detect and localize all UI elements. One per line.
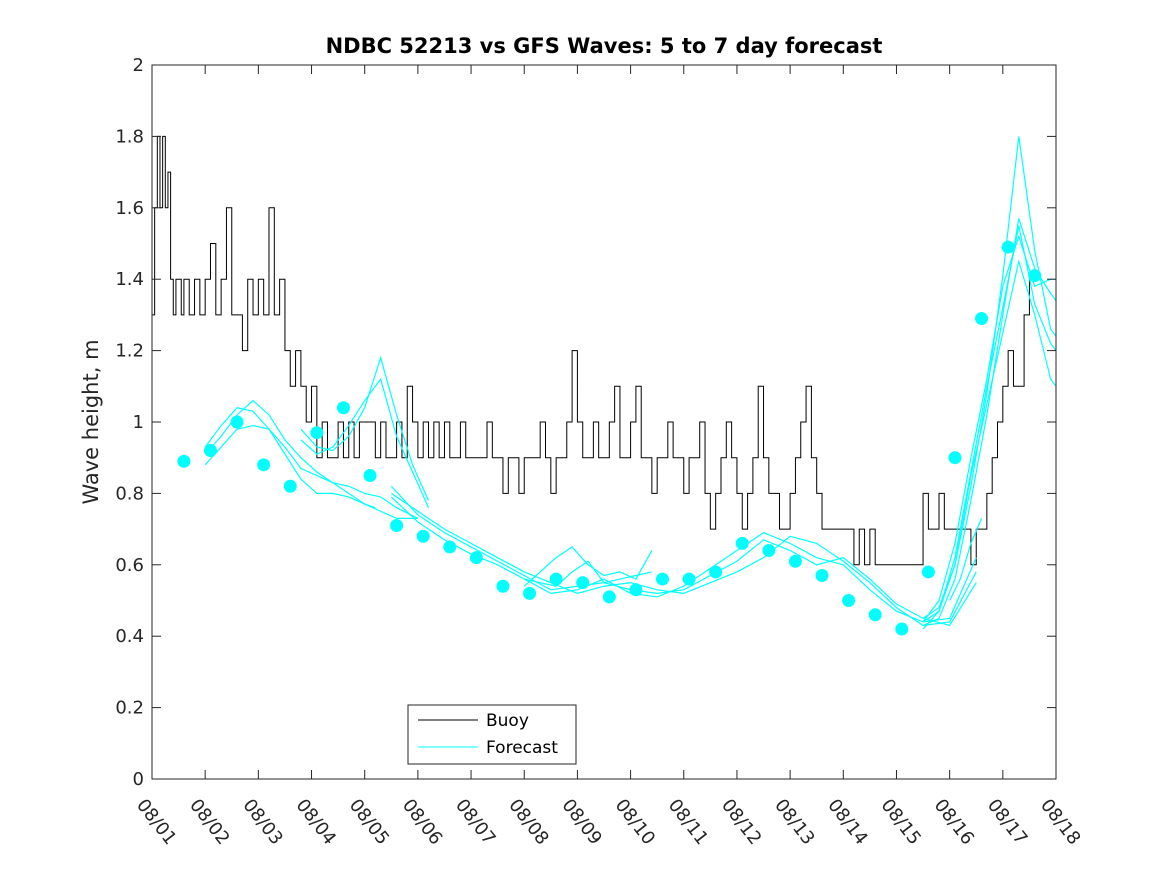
legend-box	[407, 704, 577, 765]
y-tick-label: 1.2	[115, 341, 144, 362]
y-axis-label: Wave height, m	[79, 339, 103, 504]
forecast-point	[177, 454, 191, 468]
forecast-point	[257, 458, 271, 472]
forecast-line	[524, 560, 652, 587]
forecast-line	[300, 377, 430, 508]
forecast-line	[922, 225, 1057, 623]
legend-forecast-label: Forecast	[486, 738, 558, 758]
y-tick-label: 0.8	[115, 483, 144, 504]
forecast-point	[948, 451, 962, 465]
y-tick-label: 0.4	[115, 626, 144, 647]
forecast-point	[203, 444, 217, 458]
series-forecast-lines	[204, 136, 1057, 630]
forecast-line	[390, 492, 977, 627]
y-tick-label: 1.8	[115, 126, 144, 147]
forecast-point	[868, 608, 882, 622]
forecast-point	[336, 401, 350, 415]
forecast-line	[390, 496, 977, 623]
forecast-point	[788, 554, 802, 568]
forecast-point	[762, 544, 776, 558]
forecast-point	[496, 579, 510, 593]
legend-buoy-label: Buoy	[486, 711, 529, 731]
forecast-point	[921, 565, 935, 579]
buoy-line	[152, 135, 1030, 566]
series-forecast-dots	[177, 240, 1042, 636]
forecast-point	[975, 311, 989, 325]
forecast-line	[300, 355, 430, 501]
forecast-point	[1001, 240, 1015, 254]
plot-area	[152, 135, 1057, 636]
forecast-line	[949, 518, 983, 601]
y-tick-label: 0.2	[115, 698, 144, 719]
y-tick-label: 2	[133, 55, 144, 76]
forecast-point	[895, 622, 909, 636]
forecast-line	[922, 218, 1057, 627]
legend: Buoy Forecast	[407, 704, 577, 765]
forecast-point	[390, 519, 404, 533]
forecast-line	[204, 424, 418, 519]
y-tick-label: 1	[133, 412, 144, 433]
y-axis: 0 0.2 0.4 0.6 0.8 1 1.2 1.4 1.6 1.8 2	[115, 55, 1056, 790]
forecast-point	[735, 536, 749, 550]
forecast-line	[922, 234, 1056, 623]
y-tick-label: 1.4	[115, 269, 144, 290]
forecast-point	[469, 551, 483, 565]
forecast-point	[549, 572, 563, 586]
forecast-line	[204, 407, 419, 519]
series-buoy	[152, 135, 1030, 566]
chart-title: NDBC 52213 vs GFS Waves: 5 to 7 day fore…	[326, 34, 883, 58]
forecast-point	[576, 576, 590, 590]
forecast-point	[815, 569, 829, 583]
forecast-point	[230, 415, 244, 429]
forecast-point	[1028, 269, 1042, 283]
forecast-point	[363, 469, 377, 483]
forecast-point	[283, 479, 297, 493]
forecast-point	[310, 426, 324, 440]
forecast-point	[629, 583, 643, 597]
forecast-point	[602, 590, 616, 604]
forecast-point	[682, 572, 696, 586]
forecast-line	[390, 485, 977, 627]
forecast-point	[443, 540, 457, 554]
forecast-point	[655, 572, 669, 586]
forecast-point	[523, 586, 537, 600]
y-tick-label: 0.6	[115, 555, 144, 576]
y-tick-label: 1.6	[115, 198, 144, 219]
y-tick-label: 0	[133, 769, 144, 790]
forecast-point	[416, 529, 430, 543]
forecast-point	[709, 565, 723, 579]
forecast-point	[842, 594, 856, 607]
